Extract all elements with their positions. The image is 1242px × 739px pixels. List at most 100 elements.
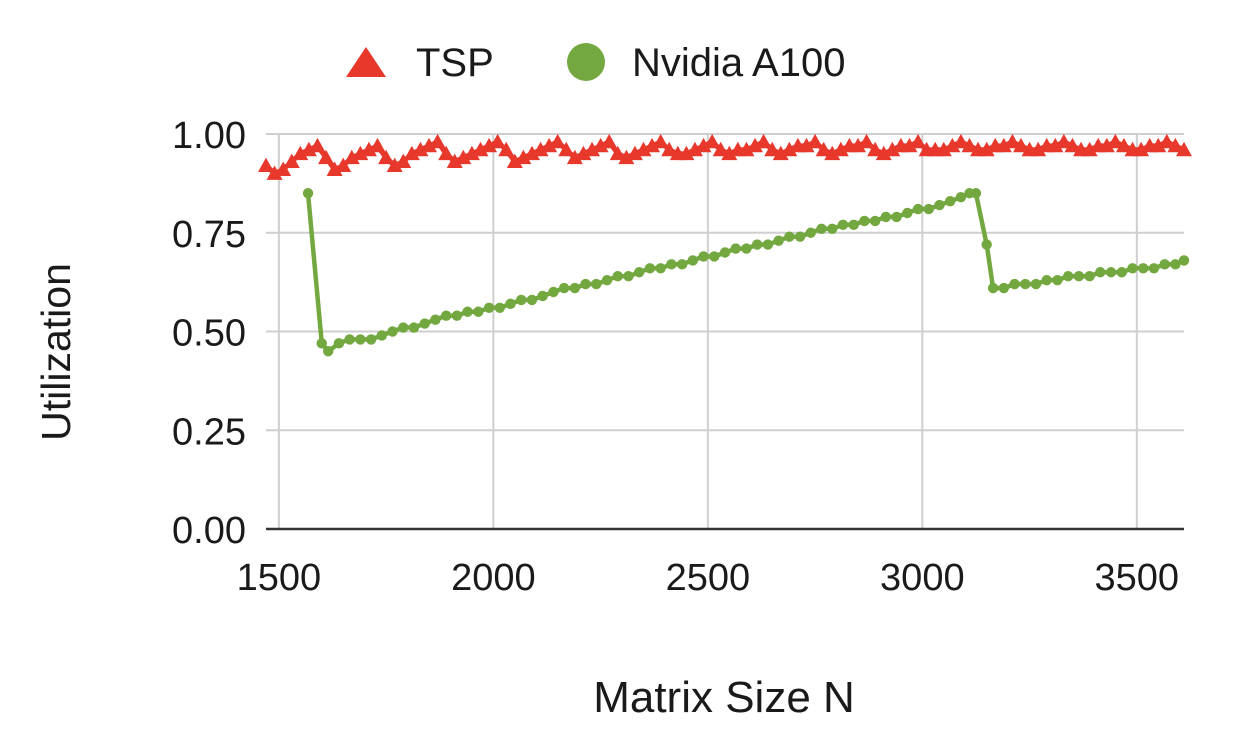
data-point <box>635 141 652 157</box>
data-point <box>1107 133 1124 149</box>
data-point <box>344 334 355 345</box>
data-point <box>292 145 309 161</box>
data-point <box>283 153 300 169</box>
y-tick-label: 0.00 <box>172 510 246 552</box>
data-point <box>1012 137 1029 153</box>
y-tick-label: 0.75 <box>172 214 246 256</box>
data-point <box>961 137 978 153</box>
data-point <box>506 153 523 169</box>
data-point <box>526 294 538 306</box>
data-point <box>995 137 1012 153</box>
data-point <box>773 235 784 246</box>
data-point <box>1105 267 1117 278</box>
data-point <box>695 137 712 153</box>
data-point <box>318 149 335 165</box>
data-point <box>858 133 875 149</box>
data-point <box>378 149 395 165</box>
data-point <box>1084 271 1095 282</box>
axis-layer: 0.00 0.25 0.50 0.75 1.00 1500 2000 2500 3000 3500 <box>172 115 1184 599</box>
data-point <box>794 231 806 242</box>
data-point <box>365 334 377 345</box>
data-point <box>584 141 601 157</box>
data-point <box>451 310 463 321</box>
data-point <box>376 330 388 341</box>
data-point <box>1055 133 1072 149</box>
data-point <box>1115 137 1132 153</box>
data-point <box>730 243 741 254</box>
y-tick-label: 1.00 <box>172 115 246 157</box>
data-point <box>741 243 752 254</box>
data-point <box>1020 278 1031 290</box>
data-point <box>316 338 327 349</box>
x-tick-label: 2000 <box>451 557 536 599</box>
data-point <box>721 145 738 161</box>
legend-tsp-triangle-icon <box>346 47 386 77</box>
data-point <box>1178 255 1190 266</box>
data-point <box>429 133 446 149</box>
data-point <box>1116 267 1127 278</box>
data-point <box>532 141 549 157</box>
data-point <box>412 141 429 157</box>
data-point <box>666 259 677 270</box>
data-point <box>849 137 866 153</box>
data-point <box>1138 263 1149 274</box>
data-point <box>472 141 489 157</box>
data-point <box>369 137 386 153</box>
data-point <box>981 239 992 250</box>
data-point <box>398 322 409 333</box>
data-point <box>805 227 816 238</box>
data-point <box>455 149 472 165</box>
data-point <box>875 145 892 161</box>
data-point <box>569 282 581 294</box>
data-point <box>884 141 901 157</box>
data-point <box>541 137 558 153</box>
data-point <box>712 141 729 157</box>
data-point <box>481 137 498 153</box>
data-point <box>1081 141 1098 157</box>
data-point <box>403 145 420 161</box>
data-point <box>1098 137 1115 153</box>
data-point <box>548 286 559 298</box>
data-point <box>784 231 795 242</box>
data-point <box>1052 274 1063 286</box>
data-point <box>1004 133 1021 149</box>
data-point <box>738 141 755 157</box>
data-point <box>848 219 859 231</box>
data-point <box>945 195 956 207</box>
data-point <box>623 271 634 282</box>
data-point <box>258 157 274 172</box>
series-tsp <box>258 133 1192 180</box>
x-tick-label: 2500 <box>666 557 751 599</box>
data-point <box>912 203 924 215</box>
data-point <box>661 141 678 157</box>
legend-a100-circle-icon <box>567 43 605 81</box>
data-point <box>824 145 841 161</box>
legend: TSP Nvidia A100 <box>346 41 845 85</box>
data-point <box>516 294 527 306</box>
data-point <box>781 141 798 157</box>
data-point <box>618 149 635 165</box>
data-point <box>816 223 827 234</box>
data-point <box>1167 137 1184 153</box>
data-point <box>644 137 661 153</box>
data-point <box>440 310 452 321</box>
data-point <box>483 302 495 313</box>
x-axis-title: Matrix Size N <box>593 673 855 722</box>
data-point <box>505 298 516 310</box>
data-point <box>678 145 695 161</box>
data-point <box>1047 137 1064 153</box>
data-point <box>494 302 505 313</box>
data-point <box>537 290 548 302</box>
data-point <box>891 211 902 223</box>
data-point <box>1095 267 1106 278</box>
data-point <box>970 188 982 199</box>
x-tick-label: 3000 <box>880 557 965 599</box>
data-point <box>832 141 849 157</box>
data-point <box>323 346 334 357</box>
data-point <box>751 239 763 250</box>
data-point <box>676 259 688 270</box>
y-tick-label: 0.25 <box>172 411 246 453</box>
grid-layer <box>266 133 1184 529</box>
data-point <box>880 211 892 223</box>
